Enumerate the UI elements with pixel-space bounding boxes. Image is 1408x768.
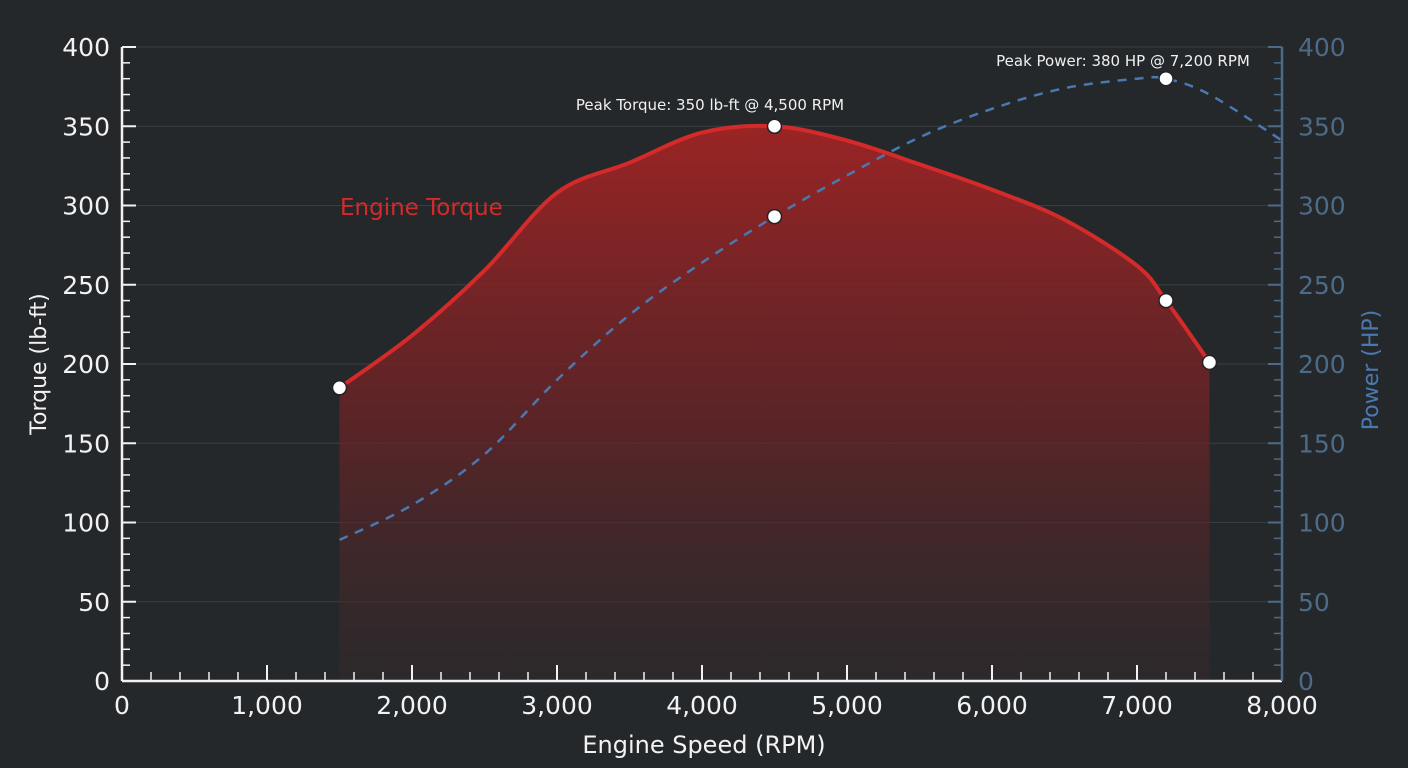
y2-tick-label: 0 xyxy=(1298,667,1314,696)
y-tick-label: 400 xyxy=(62,33,110,62)
torque-area-fill xyxy=(339,125,1210,682)
x-tick-label: 2,000 xyxy=(376,691,448,720)
x-tick-label: 0 xyxy=(114,691,130,720)
y-tick-label: 0 xyxy=(94,667,110,696)
y2-tick-label: 400 xyxy=(1298,33,1346,62)
peak-torque-annotation: Peak Torque: 350 lb-ft @ 4,500 RPM xyxy=(576,96,844,114)
y2-tick-label: 50 xyxy=(1298,588,1330,617)
markers xyxy=(331,70,1218,396)
y2-tick-label: 200 xyxy=(1298,350,1346,379)
x-axis-label: Engine Speed (RPM) xyxy=(582,731,825,759)
y-tick-label: 150 xyxy=(62,429,110,458)
x-tick-label: 4,000 xyxy=(666,691,738,720)
x-tick-label: 8,000 xyxy=(1246,691,1318,720)
y2-tick-label: 350 xyxy=(1298,112,1346,141)
y2-tick-label: 100 xyxy=(1298,509,1346,538)
power-marker xyxy=(766,208,783,225)
peak-power-annotation: Peak Power: 380 HP @ 7,200 RPM xyxy=(996,52,1250,70)
y2-tick-label: 250 xyxy=(1298,271,1346,300)
y-tick-label: 50 xyxy=(78,588,110,617)
power-marker xyxy=(1158,70,1174,87)
y-tick-label: 100 xyxy=(62,509,110,538)
y2-axis-label: Power (HP) xyxy=(1359,310,1384,430)
y2-tick-label: 150 xyxy=(1298,429,1346,458)
series-layer xyxy=(338,75,1283,682)
power-line xyxy=(338,75,1283,542)
torque-line xyxy=(338,123,1212,390)
y-tick-label: 350 xyxy=(62,112,110,141)
y-axis-label: Torque (lb-ft) xyxy=(27,293,52,435)
y-tick-label: 250 xyxy=(62,271,110,300)
torque-marker xyxy=(766,118,783,134)
torque-marker xyxy=(1201,354,1218,371)
x-tick-label: 5,000 xyxy=(811,691,883,720)
y2-tick-label: 300 xyxy=(1298,192,1346,221)
y-tick-label: 200 xyxy=(62,350,110,379)
torque-marker xyxy=(331,380,348,396)
x-tick-label: 1,000 xyxy=(231,691,303,720)
y-tick-label: 300 xyxy=(62,192,110,221)
x-tick-label: 7,000 xyxy=(1101,691,1173,720)
torque-marker xyxy=(1158,292,1174,309)
x-tick-label: 3,000 xyxy=(521,691,593,720)
x-tick-label: 6,000 xyxy=(956,691,1028,720)
torque-series-label: Engine Torque xyxy=(340,195,503,221)
